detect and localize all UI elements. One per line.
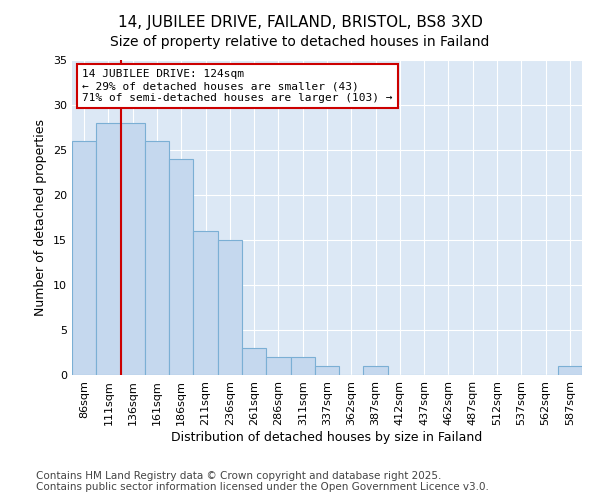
Text: 14 JUBILEE DRIVE: 124sqm
← 29% of detached houses are smaller (43)
71% of semi-d: 14 JUBILEE DRIVE: 124sqm ← 29% of detach… <box>82 70 392 102</box>
Text: Size of property relative to detached houses in Failand: Size of property relative to detached ho… <box>110 35 490 49</box>
Bar <box>558 366 582 375</box>
Text: 14, JUBILEE DRIVE, FAILAND, BRISTOL, BS8 3XD: 14, JUBILEE DRIVE, FAILAND, BRISTOL, BS8… <box>118 15 482 30</box>
Bar <box>96 123 121 375</box>
Bar <box>72 141 96 375</box>
Text: Contains HM Land Registry data © Crown copyright and database right 2025.
Contai: Contains HM Land Registry data © Crown c… <box>36 471 489 492</box>
Bar <box>121 123 145 375</box>
Bar <box>169 159 193 375</box>
Bar <box>266 357 290 375</box>
Bar <box>315 366 339 375</box>
Bar <box>193 231 218 375</box>
X-axis label: Distribution of detached houses by size in Failand: Distribution of detached houses by size … <box>172 430 482 444</box>
Bar <box>242 348 266 375</box>
Bar <box>364 366 388 375</box>
Bar <box>290 357 315 375</box>
Bar <box>145 141 169 375</box>
Y-axis label: Number of detached properties: Number of detached properties <box>34 119 47 316</box>
Bar <box>218 240 242 375</box>
